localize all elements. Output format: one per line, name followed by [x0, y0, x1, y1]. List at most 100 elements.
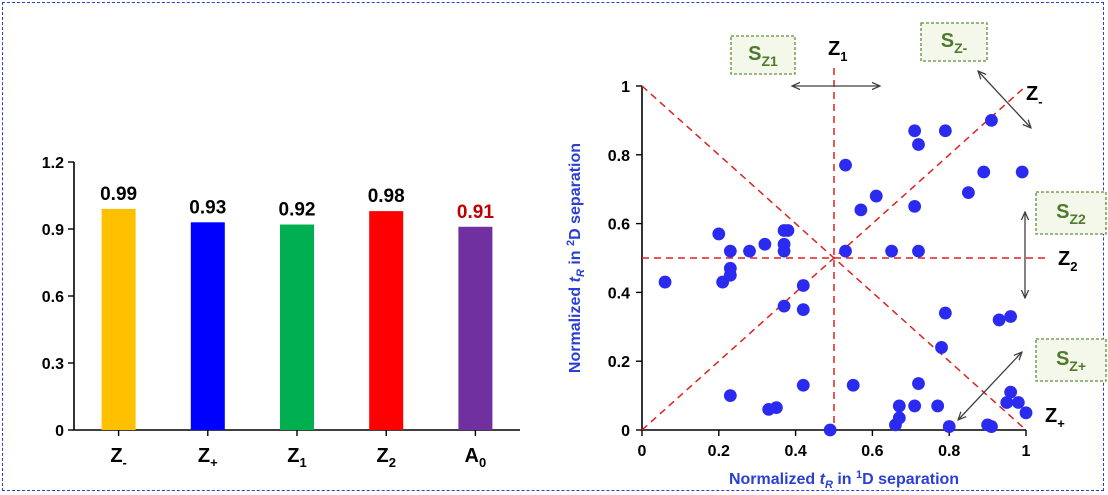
- data-label: 0.98: [368, 186, 405, 207]
- line-label: Z-: [1026, 83, 1043, 109]
- region-label-base: S: [748, 43, 761, 65]
- x-category-label: Z1: [287, 445, 306, 470]
- bar-A0: [458, 226, 493, 430]
- y-tick-label: 0.8: [608, 148, 630, 165]
- region-label: SZ+: [1056, 348, 1086, 374]
- category-subscript: 2: [389, 455, 396, 470]
- x-tick-label: 0.6: [861, 443, 883, 460]
- data-point: [777, 244, 791, 258]
- region-box: [1035, 191, 1107, 235]
- data-point: [1004, 385, 1018, 399]
- line-label-subscript: -: [1038, 94, 1042, 109]
- data-point: [908, 124, 922, 138]
- data-point: [1011, 396, 1025, 409]
- text-span: 1: [856, 469, 862, 481]
- line-label-subscript: +: [1057, 416, 1065, 431]
- line-label-base: Z: [1026, 83, 1038, 105]
- data-point: [912, 138, 925, 151]
- text-span: R: [825, 479, 833, 491]
- bar-Z1: [280, 224, 314, 430]
- data-point: [823, 423, 837, 437]
- data-point: [839, 244, 852, 258]
- data-point: [977, 165, 991, 179]
- y-tick-label: 0.9: [42, 222, 64, 239]
- line-label: Z1: [828, 38, 847, 64]
- x-axis-title: Normalized tR in 1D separation: [729, 469, 959, 491]
- region-label: SZ2: [1056, 201, 1086, 227]
- line-label: Z+: [1045, 405, 1065, 431]
- data-point: [912, 377, 925, 390]
- region-label-subscript: Z+: [1069, 358, 1086, 374]
- line-label-subscript: 2: [1070, 259, 1077, 274]
- text-span: Normalized: [729, 471, 820, 488]
- arrow-z-plus: [958, 352, 1022, 420]
- data-point: [777, 299, 791, 313]
- data-point: [758, 237, 772, 251]
- bar-Z+: [190, 222, 225, 430]
- line-label-base: Z: [1058, 248, 1070, 270]
- data-point: [743, 244, 756, 258]
- category-base: Z: [376, 445, 388, 467]
- text-span: in: [833, 471, 856, 488]
- category-base: Z: [110, 445, 122, 467]
- data-point: [935, 341, 948, 354]
- data-point: [892, 411, 906, 425]
- region-label-subscript: Z-: [954, 40, 968, 56]
- data-point: [658, 275, 672, 289]
- text-span: t: [820, 471, 826, 488]
- region-box: [1035, 338, 1107, 382]
- data-point: [723, 389, 737, 402]
- data-point: [854, 203, 868, 217]
- data-point: [931, 399, 945, 413]
- x-tick-label: 0: [638, 443, 647, 460]
- region-label: SZ-: [941, 30, 968, 56]
- data-point: [985, 420, 998, 433]
- data-point: [908, 399, 922, 413]
- region-label-base: S: [941, 30, 954, 52]
- category-subscript: 0: [479, 455, 486, 470]
- data-point: [892, 399, 906, 413]
- region-box: [730, 35, 796, 75]
- data-point: [770, 401, 783, 415]
- data-point: [796, 303, 810, 316]
- region-label-subscript: Z1: [762, 53, 779, 69]
- x-tick-label: 1: [1022, 443, 1031, 460]
- y-tick-label: 0.6: [608, 217, 630, 234]
- y-axis-title: Normalized tR in 2D separation: [565, 143, 587, 373]
- data-point: [985, 114, 998, 127]
- data-point: [846, 378, 860, 392]
- category-base: Z: [287, 445, 299, 467]
- y-tick-label: 1: [621, 79, 630, 96]
- data-label: 0.92: [279, 200, 316, 221]
- line-label-base: Z: [1045, 405, 1057, 427]
- data-label: 0.99: [100, 184, 137, 205]
- region-label: SZ1: [748, 43, 778, 69]
- data-point: [992, 313, 1006, 327]
- data-point: [938, 306, 952, 320]
- region-box: [920, 22, 988, 62]
- data-point: [796, 378, 810, 392]
- category-subscript: +: [210, 455, 218, 470]
- data-point: [839, 158, 852, 172]
- text-span: D separation: [567, 143, 584, 240]
- bar-Z-: [101, 208, 136, 430]
- x-category-label: Z-: [110, 445, 127, 470]
- category-base: Z: [198, 445, 210, 467]
- bar-chart: 00.30.60.91.20.99Z-0.93Z+0.92Z10.98Z20.9…: [42, 155, 520, 470]
- text-span: Normalized: [567, 282, 584, 373]
- y-tick-label: 0.3: [42, 356, 64, 373]
- line-label-subscript: 1: [840, 49, 847, 64]
- text-span: in: [567, 246, 584, 269]
- y-tick-label: 1.2: [42, 155, 64, 172]
- y-tick-label: 0.2: [608, 354, 630, 371]
- data-point: [796, 279, 810, 292]
- region-label-subscript: Z2: [1070, 211, 1087, 227]
- data-point: [1015, 165, 1029, 179]
- data-point: [781, 224, 795, 237]
- category-base: A: [465, 445, 479, 467]
- x-tick-label: 0.8: [938, 443, 960, 460]
- y-tick-label: 0: [55, 423, 64, 440]
- category-subscript: 1: [299, 455, 306, 470]
